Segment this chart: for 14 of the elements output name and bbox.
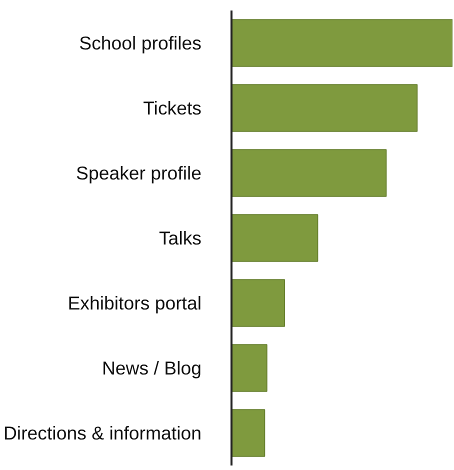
y-tick-label: Directions & information (3, 422, 202, 444)
bar (232, 409, 266, 457)
bar (232, 149, 387, 197)
bar (232, 214, 318, 262)
bar (232, 344, 268, 392)
bar (232, 279, 286, 327)
y-tick-label: School profiles (79, 32, 202, 54)
bar (232, 84, 418, 132)
y-tick-label: Speaker profile (76, 162, 202, 184)
y-tick-label: Talks (158, 228, 202, 248)
y-tick-label: News / Blog (102, 358, 202, 378)
y-tick-label: Exhibitors portal (68, 292, 202, 314)
y-tick-label: Tickets (143, 98, 202, 118)
bar (232, 19, 452, 67)
